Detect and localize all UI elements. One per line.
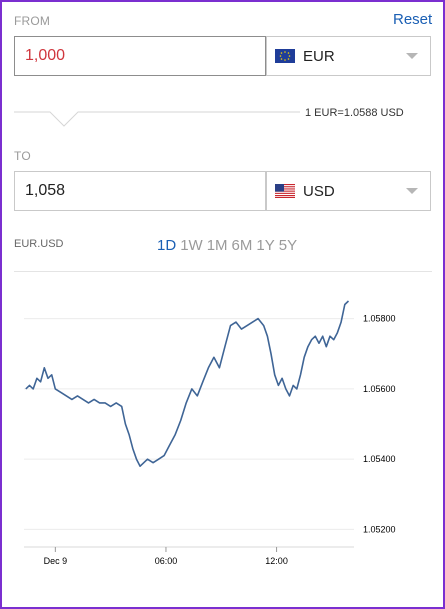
x-tick-label: 12:00 (265, 556, 288, 566)
eu-flag-icon (275, 49, 295, 63)
from-label: FROM (14, 14, 51, 28)
from-currency-code: EUR (303, 47, 335, 65)
exchange-rate-text: 1 EUR=1.0588 USD (305, 107, 404, 119)
to-currency-select[interactable]: USD (266, 171, 431, 211)
series-line (25, 300, 350, 467)
x-tick-label: Dec 9 (44, 556, 68, 566)
chevron-down-icon (406, 188, 418, 194)
to-currency-code: USD (303, 182, 335, 200)
y-tick-label: 1.05400 (363, 454, 396, 464)
currency-pair-label: EUR.USD (14, 238, 64, 250)
reset-button[interactable]: Reset (393, 11, 433, 28)
from-amount-input[interactable]: 1,000 (14, 36, 266, 76)
timeframe-tabs: 1D 1W 1M 6M 1Y 5Y (157, 237, 297, 254)
tab-5y[interactable]: 5Y (278, 237, 298, 254)
y-tick-label: 1.05200 (363, 524, 396, 534)
tab-1w[interactable]: 1W (180, 237, 203, 254)
y-tick-label: 1.05800 (363, 314, 396, 324)
to-amount-input[interactable]: 1,058 (14, 171, 266, 211)
tab-1m[interactable]: 1M (206, 237, 228, 254)
chart-divider (14, 271, 432, 272)
tab-6m[interactable]: 6M (231, 237, 253, 254)
chevron-down-icon (406, 53, 418, 59)
tab-1d[interactable]: 1D (157, 237, 177, 254)
y-tick-label: 1.05600 (363, 384, 396, 394)
from-currency-select[interactable]: EUR (266, 36, 431, 76)
exchange-rate-chart: 1.05800 1.05600 1.05400 1.05200 Dec 9 06:00 12… (24, 300, 396, 566)
to-label: TO (14, 149, 31, 163)
x-tick-label: 06:00 (155, 556, 178, 566)
us-flag-icon (275, 184, 295, 198)
rate-divider (14, 111, 300, 127)
tab-1y[interactable]: 1Y (256, 237, 275, 254)
